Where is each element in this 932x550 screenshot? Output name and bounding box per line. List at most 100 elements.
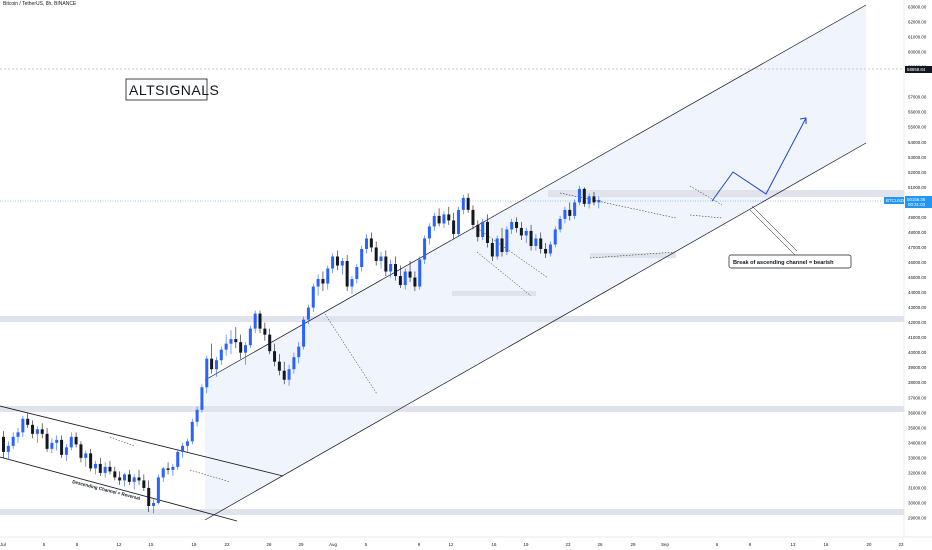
candle-down	[515, 221, 519, 228]
candle-up	[510, 221, 514, 230]
time-tick-label: 13	[791, 542, 796, 547]
candle-up	[132, 477, 136, 482]
time-tick-label: 5	[43, 542, 46, 547]
time-tick-label: 22	[225, 542, 230, 547]
candle-up	[55, 439, 59, 443]
candle-up	[152, 502, 156, 506]
candle-down	[40, 429, 44, 434]
marked-level-value: 58858.84	[907, 67, 926, 72]
time-axis[interactable]: Jul 5 8 12 15 19 22 26 29 Aug 5 9 12 16 19 23 26 29 Sep 6 9 1…	[0, 542, 904, 547]
candle-down	[486, 221, 489, 243]
candle-down	[79, 444, 83, 458]
candle-up	[123, 474, 126, 481]
zone-resistance-36k	[0, 406, 904, 412]
candle-up	[553, 229, 557, 245]
price-tick-label: 46000.00	[908, 260, 927, 265]
candle-up	[311, 286, 315, 308]
last-price-value: 50156.36	[907, 197, 926, 202]
candle-up	[563, 209, 567, 219]
candle-up	[50, 442, 54, 449]
candle-down	[239, 342, 243, 353]
descending-channel-label: Descending Channel = Reversal	[72, 479, 141, 501]
price-tick-label: 61000.00	[908, 35, 927, 40]
zone-resistance-42k	[0, 316, 904, 322]
candle-down	[166, 468, 170, 470]
candle-up	[161, 468, 165, 478]
candle-up	[11, 436, 15, 446]
candle-up	[423, 238, 427, 260]
candle-up	[190, 421, 194, 442]
descending-channel-lower	[0, 456, 238, 522]
candlesticks	[2, 185, 601, 514]
candle-up	[176, 451, 180, 467]
candle-down	[335, 256, 339, 266]
candle-down	[210, 358, 214, 370]
candle-up	[64, 447, 68, 455]
candle-down	[74, 436, 78, 445]
candle-up	[326, 268, 330, 284]
last-price-countdown: 00:31:03	[908, 202, 926, 207]
candle-up	[195, 409, 199, 422]
candle-down	[413, 277, 417, 287]
candle-down	[268, 334, 272, 352]
zone-support-29k	[0, 509, 904, 515]
candle-down	[26, 418, 30, 425]
candle-down	[45, 433, 49, 449]
candle-down	[234, 339, 238, 343]
candle-up	[306, 307, 310, 320]
time-tick-label: 26	[598, 542, 603, 547]
candle-down	[321, 279, 325, 284]
candle-down	[568, 209, 572, 216]
candle-up	[524, 230, 528, 236]
candle-down	[452, 220, 456, 234]
candle-down	[369, 238, 373, 248]
price-tick-label: 51000.00	[908, 185, 927, 190]
candle-up	[6, 445, 10, 452]
time-tick-label: 19	[192, 542, 197, 547]
candle-up	[229, 339, 233, 344]
candle-up	[35, 429, 39, 434]
candle-down	[258, 313, 262, 329]
price-tick-label: 54000.00	[908, 140, 927, 145]
candle-up	[248, 328, 252, 346]
time-tick-label: 23	[566, 542, 571, 547]
candle-down	[544, 248, 548, 254]
annotation-box[interactable]	[728, 254, 852, 269]
candle-down	[263, 328, 267, 335]
candle-up	[558, 218, 562, 230]
price-tick-label: 42000.00	[908, 320, 927, 325]
candle-down	[147, 487, 151, 506]
time-tick-label: 6	[716, 542, 719, 547]
candle-up	[84, 453, 88, 458]
candle-up	[534, 238, 538, 246]
price-tick-label: 31000.00	[908, 485, 927, 490]
candle-down	[447, 214, 451, 221]
candle-up	[156, 477, 160, 503]
candle-up	[93, 463, 97, 469]
candle-down	[127, 474, 131, 482]
candle-up	[171, 466, 175, 470]
descending-channel-upper	[0, 405, 284, 477]
candle-up	[302, 319, 306, 347]
price-tick-label: 57000.00	[908, 95, 927, 100]
candle-down	[345, 260, 349, 287]
candle-down	[60, 439, 64, 455]
candle-up	[495, 238, 499, 257]
candle-down	[282, 370, 286, 380]
price-scale[interactable]: 63000.0062000.0061000.0060000.0059000.00…	[908, 5, 927, 521]
zone-local-2	[590, 253, 676, 258]
candle-up	[573, 202, 577, 216]
annotation-text: Break of ascending channel = bearish	[733, 260, 834, 266]
candle-up	[253, 313, 257, 329]
ascending-channel-upper	[204, 4, 867, 381]
candle-down	[142, 480, 146, 488]
candle-up	[200, 387, 204, 410]
candle-down	[98, 463, 102, 473]
pattern-lines	[109, 185, 723, 483]
candle-up	[577, 188, 581, 203]
time-tick-label: 8	[76, 542, 79, 547]
last-price-symbol-badge	[884, 197, 904, 204]
candle-up	[181, 445, 185, 452]
candle-up	[355, 267, 359, 280]
